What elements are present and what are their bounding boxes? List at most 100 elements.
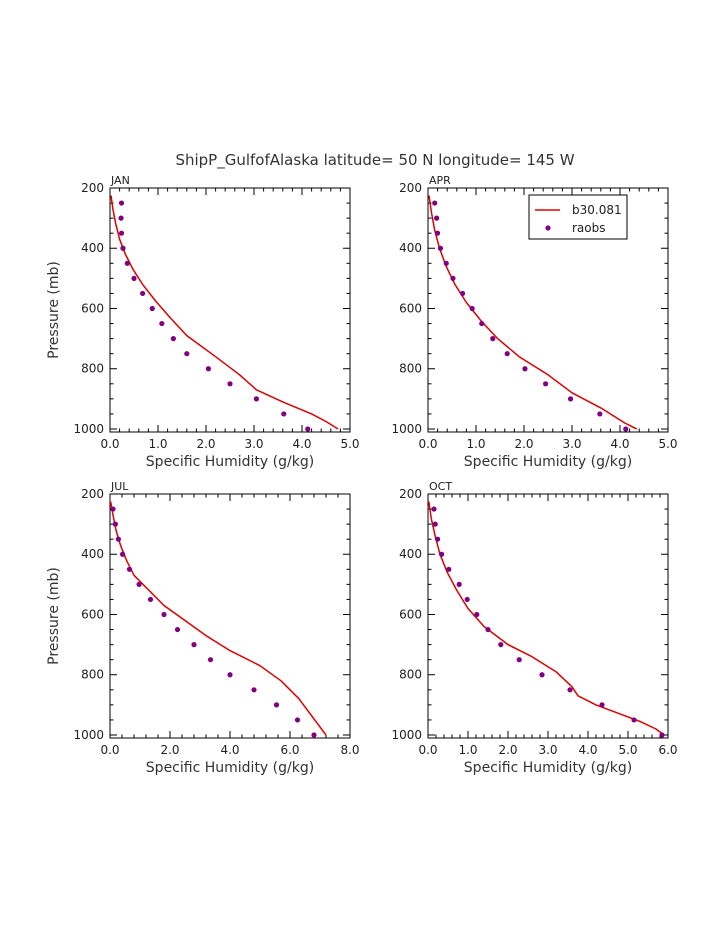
- y-tick-label: 200: [399, 487, 422, 501]
- y-tick-label: 1000: [391, 422, 422, 436]
- x-axis-label-jan: Specific Humidity (g/kg): [146, 454, 314, 470]
- obs-point: [227, 381, 233, 387]
- panels: JAN 0.0 1.0 2.0 3.0 4.0 5.0 200 400 600 800 1000 Spe…: [46, 174, 678, 776]
- y-tick-label: 1000: [73, 728, 104, 742]
- panel-apr: APR 0.0 1.0 2.0 3.0 4.0 5.0 200 400 600 800 1000 Spe…: [391, 174, 677, 470]
- x-tick-label: 4.0: [220, 743, 239, 757]
- obs-point: [504, 351, 510, 357]
- x-tick-label: 4.0: [610, 437, 629, 451]
- obs-point: [159, 320, 165, 327]
- obs-point: [131, 275, 137, 281]
- x-tick-label: 5.0: [658, 437, 677, 451]
- panel-title-oct: OCT: [429, 480, 452, 493]
- y-tick-label: 200: [81, 487, 104, 501]
- obs-point: [174, 626, 181, 633]
- legend-obs-label: raobs: [572, 221, 606, 235]
- obs-point: [147, 596, 154, 603]
- obs-point: [149, 305, 155, 312]
- panel-jul: JUL 0.0 2.0 4.0 6.0 8.0 200 400 600 800 1000 Specif…: [46, 480, 360, 776]
- obs-point: [522, 366, 528, 372]
- obs-point: [567, 687, 573, 693]
- y-axis-label-jul: Pressure (mb): [46, 567, 62, 665]
- x-tick-label: 4.0: [578, 743, 597, 757]
- obs-point: [516, 657, 522, 663]
- legend-model-label: b30.081: [572, 203, 622, 217]
- x-tick-label: 5.0: [618, 743, 637, 757]
- y-tick-label: 400: [81, 547, 104, 561]
- obs-point: [311, 732, 317, 738]
- obs-point: [439, 551, 445, 557]
- x-tick-label: 8.0: [340, 743, 359, 757]
- x-tick-label: 3.0: [562, 437, 581, 451]
- obs-point: [498, 642, 504, 648]
- y-tick-label: 600: [81, 607, 104, 621]
- x-tick-label: 2.0: [196, 437, 215, 451]
- legend: b30.081 raobs: [528, 194, 628, 240]
- obs-point: [474, 611, 480, 618]
- y-axis-label-jan: Pressure (mb): [46, 261, 62, 359]
- obs-point: [207, 657, 214, 663]
- obs-point: [469, 305, 475, 312]
- y-tick-label: 800: [399, 668, 422, 682]
- y-tick-label: 400: [399, 547, 422, 561]
- obs-point: [136, 581, 142, 587]
- x-tick-label: 6.0: [280, 743, 299, 757]
- obs-point: [251, 687, 257, 693]
- y-tick-label: 200: [81, 181, 104, 195]
- y-tick-label: 400: [81, 241, 104, 255]
- y-tick-label: 600: [399, 301, 422, 315]
- obs-point: [432, 200, 438, 206]
- x-tick-label: 0.0: [100, 743, 119, 757]
- obs-point: [435, 230, 441, 236]
- x-axis-label-oct: Specific Humidity (g/kg): [464, 760, 632, 776]
- obs-point: [281, 411, 287, 417]
- x-tick-label: 1.0: [148, 437, 167, 451]
- obs-point: [459, 290, 466, 297]
- obs-point: [161, 611, 167, 618]
- x-tick-label: 6.0: [658, 743, 677, 757]
- x-tick-label: 1.0: [458, 743, 477, 757]
- obs-point: [170, 336, 176, 342]
- obs-point: [140, 290, 146, 297]
- obs-point: [294, 717, 301, 723]
- obs-point: [118, 200, 125, 206]
- obs-point: [443, 260, 449, 266]
- x-tick-label: 4.0: [292, 437, 311, 451]
- x-tick-label: 2.0: [498, 743, 517, 757]
- obs-point: [273, 702, 280, 708]
- obs-point: [479, 320, 485, 327]
- x-tick-label: 3.0: [538, 743, 557, 757]
- plot-frame-jan: [109, 187, 351, 433]
- obs-point: [490, 336, 496, 342]
- obs-point: [184, 351, 190, 357]
- panel-title-apr: APR: [429, 174, 451, 187]
- obs-point: [126, 566, 133, 572]
- obs-point: [659, 732, 665, 738]
- obs-point: [437, 245, 444, 251]
- x-axis-label-jul: Specific Humidity (g/kg): [146, 760, 314, 776]
- y-tick-label: 800: [399, 362, 422, 376]
- legend-box: [528, 194, 628, 240]
- obs-point: [305, 426, 311, 432]
- obs-point: [120, 551, 126, 557]
- obs-point: [456, 581, 462, 587]
- obs-point: [124, 260, 130, 266]
- y-tick-label: 800: [81, 668, 104, 682]
- obs-point: [115, 536, 121, 542]
- obs-point: [227, 672, 233, 678]
- y-tick-label: 1000: [73, 422, 104, 436]
- obs-point: [118, 215, 124, 221]
- obs-point: [110, 506, 116, 512]
- obs-point: [112, 521, 118, 527]
- obs-point: [434, 215, 440, 221]
- legend-obs-marker: [545, 225, 551, 231]
- obs-point: [450, 275, 456, 281]
- obs-point: [599, 702, 605, 708]
- obs-point: [543, 381, 549, 387]
- plot-frame-apr: [427, 187, 669, 433]
- x-axis-label-apr: Specific Humidity (g/kg): [464, 454, 632, 470]
- obs-point: [597, 411, 603, 417]
- panel-title-jul: JUL: [110, 480, 129, 493]
- y-tick-label: 800: [81, 362, 104, 376]
